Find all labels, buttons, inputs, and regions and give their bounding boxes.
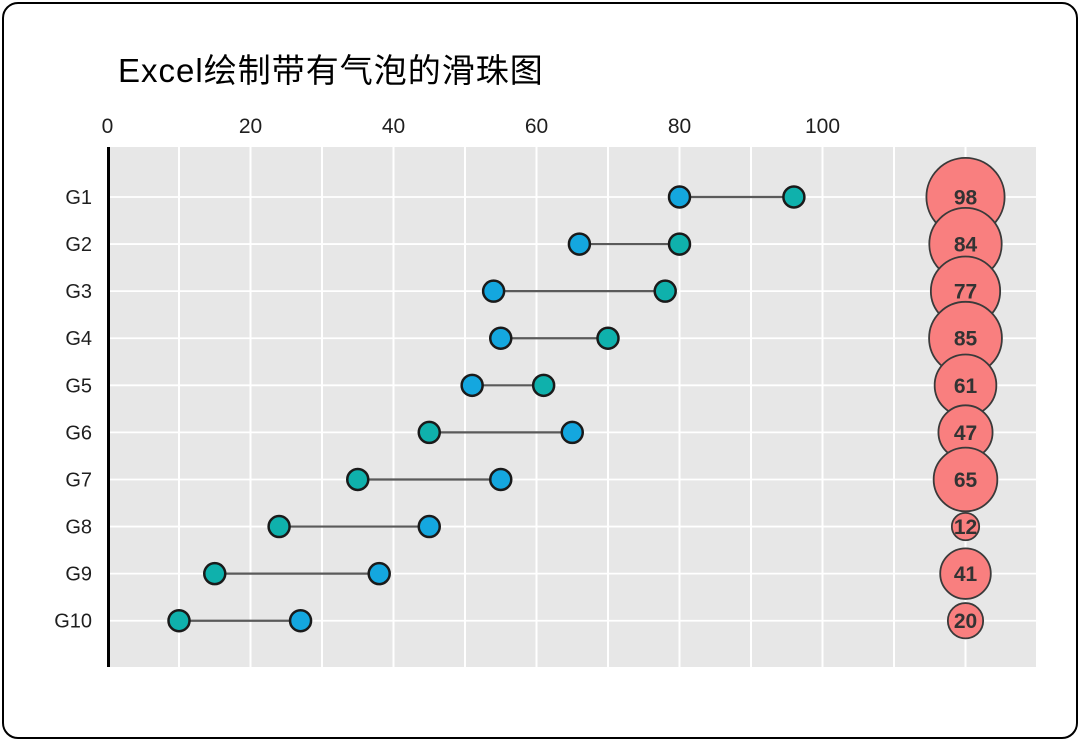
chart-title: Excel绘制带有气泡的滑珠图: [118, 52, 544, 89]
category-label: G6: [65, 422, 92, 444]
x-tick-label: 100: [805, 115, 840, 138]
x-tick-label: 80: [668, 115, 691, 138]
plot-area: [107, 147, 1037, 667]
bubble: [932, 446, 999, 513]
blue-dot: [560, 420, 584, 445]
teal-dot: [596, 326, 620, 350]
category-label: G10: [54, 611, 92, 633]
teal-dot: [782, 185, 806, 209]
bubble-label: 20: [954, 610, 977, 633]
blue-dot: [417, 514, 441, 539]
x-tick-label: 40: [382, 115, 405, 138]
blue-dot: [367, 561, 391, 586]
blue-dot: [460, 373, 484, 398]
teal-dot: [346, 467, 370, 492]
blue-dot: [288, 608, 313, 633]
bubble-label: 85: [954, 328, 978, 351]
teal-dot: [167, 608, 191, 633]
blue-dot: [667, 185, 692, 209]
bubble-label: 65: [954, 469, 978, 492]
bubble: [946, 602, 985, 640]
category-label: G4: [65, 328, 92, 350]
category-label: G1: [65, 187, 92, 209]
category-label: G7: [65, 469, 92, 491]
bubble-label: 98: [954, 187, 978, 210]
category-label: G5: [65, 375, 92, 397]
bubble-label: 47: [954, 422, 977, 445]
teal-dot: [653, 279, 677, 303]
teal-dot: [531, 373, 556, 398]
teal-dot: [203, 561, 227, 586]
x-tick-label: 0: [102, 115, 114, 138]
blue-dot: [489, 467, 513, 492]
bubble-label: 12: [954, 516, 977, 539]
bubble: [939, 547, 992, 600]
bubble-label: 41: [954, 563, 978, 586]
x-tick-label: 60: [525, 115, 548, 138]
category-label: G9: [65, 564, 92, 586]
bubble-label: 77: [954, 281, 977, 304]
teal-dot: [667, 232, 692, 256]
teal-dot: [267, 514, 291, 539]
bubble-label: 61: [954, 375, 978, 398]
category-label: G3: [65, 281, 92, 303]
category-label: G2: [65, 234, 92, 256]
blue-dot: [481, 279, 506, 303]
category-label: G8: [65, 517, 92, 539]
x-tick-label: 20: [239, 115, 262, 138]
teal-dot: [417, 420, 441, 445]
blue-dot: [489, 326, 513, 350]
blue-dot: [567, 232, 592, 256]
bubble-label: 84: [954, 234, 978, 257]
bubble: [950, 511, 981, 542]
